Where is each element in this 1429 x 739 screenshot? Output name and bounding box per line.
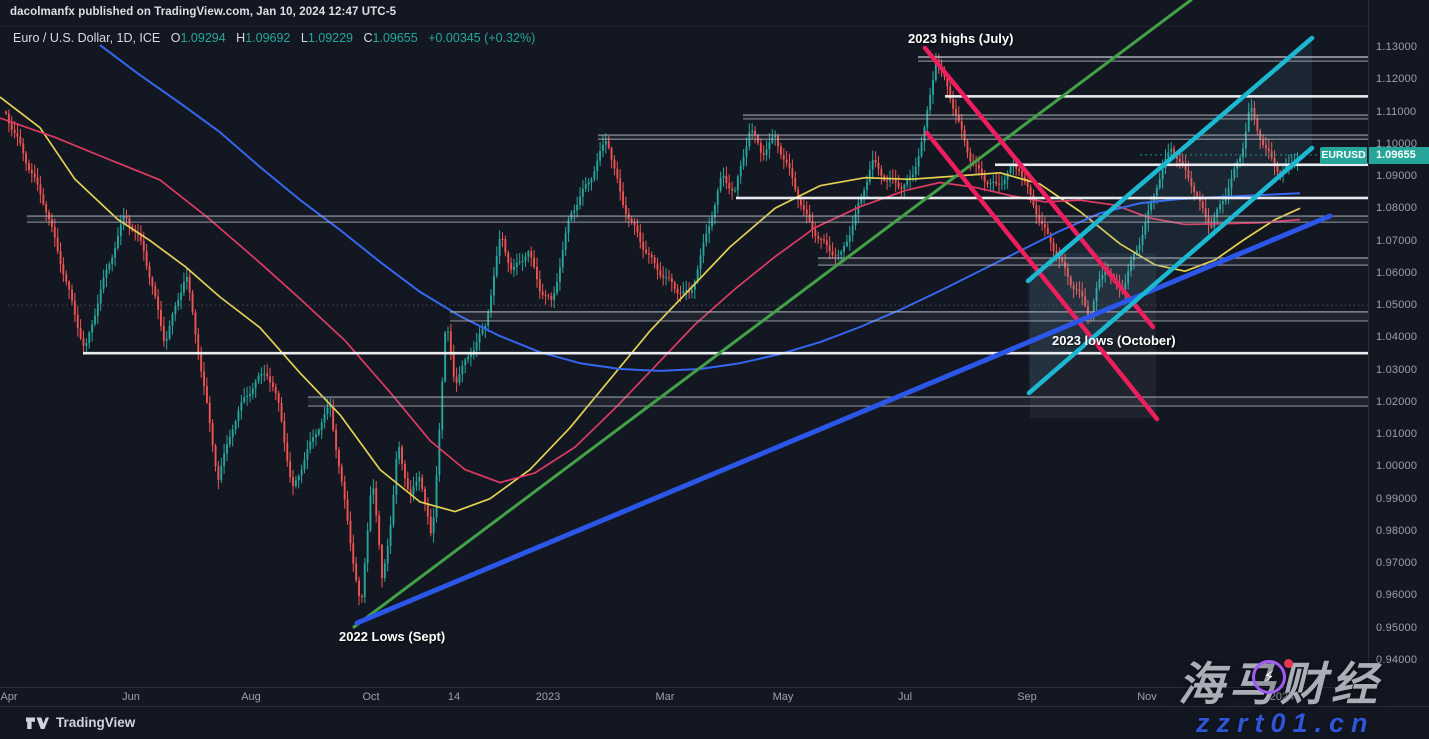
tradingview-brand-text: TradingView [56,715,136,730]
low-value: 1.09229 [307,31,354,45]
current-price-label: 1.09655 [1369,146,1429,164]
publisher-bar: dacolmanfx published on TradingView.com,… [0,0,1429,27]
price-tick: 1.07000 [1376,234,1418,247]
line-1-1145 [945,95,1368,98]
price-tick: 0.94000 [1376,653,1418,666]
time-tick-jun: Jun [122,691,140,703]
low-label: L [300,31,308,45]
high-label: H [236,31,246,45]
price-tick: 1.04000 [1376,331,1418,344]
time-axis-border-top [0,687,1429,688]
current-price-flag: EURUSD [1320,146,1367,164]
tradingview-brand-link[interactable]: TradingView [26,715,135,730]
price-axis-border [1368,0,1369,706]
line-1-0935 [995,163,1368,167]
pink-channel-upper [922,45,1156,330]
tradingview-logo-icon [26,717,49,729]
zone-1-0775 [27,216,1368,223]
pink-channel-lower [924,130,1160,422]
zone-2023-high [918,57,1368,62]
price-tick: 0.97000 [1376,557,1418,570]
price-tick: 1.06000 [1376,266,1418,279]
price-tick: 1.00000 [1376,460,1418,473]
zone-1-0635 [818,258,1368,266]
time-tick-aug: Aug [241,691,261,703]
close-value: 1.09655 [372,31,418,45]
price-tick: 1.09000 [1376,170,1418,183]
time-tick-jul: Jul [897,691,913,703]
footer-bar: TradingView [0,707,1429,739]
high-value: 1.09692 [245,31,291,45]
time-tick-may: May [772,691,794,703]
zone-1-102 [598,135,1368,140]
time-tick-mar: Mar [655,691,675,703]
price-tick: 1.13000 [1376,41,1418,53]
price-tick: 1.11000 [1376,105,1417,118]
time-tick-oct: Oct [362,691,380,703]
publisher-text: dacolmanfx published on TradingView.com,… [10,6,397,18]
price-axis[interactable]: 1.13000 1.12000 1.11000 1.10000 1.09000 1.080… [1369,0,1429,706]
change-value: +0.00345 (+0.32%) [428,31,536,45]
ma-fast-yellow [0,96,1301,513]
zone-1-0200 [308,397,1368,407]
price-tick: 0.99000 [1376,492,1418,505]
label-2022-lows: 2022 Lows (Sept) [339,629,446,644]
price-tick: 1.12000 [1376,73,1418,86]
watermark-site-text: zzrt01.cn [1196,708,1375,738]
price-tick: 0.95000 [1376,621,1418,634]
time-tick-nov: Nov [1137,691,1157,703]
price-tick: 1.02000 [1376,395,1418,408]
time-tick-sep: Sep [1017,691,1037,703]
price-tick: 1.05000 [1376,299,1418,312]
time-axis-border-bottom [0,706,1429,707]
price-tick: 1.08000 [1376,202,1418,215]
line-1-0830 [736,196,1368,200]
cyan-channel-lower [1026,145,1315,396]
symbol-title: Euro / U.S. Dollar, 1D, ICE [13,31,161,45]
close-label: C [363,31,373,45]
ma-mid-crimson [0,117,1301,484]
time-tick-2023: 2023 [535,691,561,703]
label-2023-lows: 2023 lows (October) [1052,333,1176,348]
symbol-legend: Euro / U.S. Dollar, 1D, ICE O1.09294 H1.… [13,31,535,45]
watermark-lightning-icon: ⚡ [1252,660,1286,694]
time-tick-apr: Apr [0,691,18,703]
chart-pane[interactable]: Euro / U.S. Dollar, 1D, ICE O1.09294 H1.… [0,0,1368,739]
price-tick: 1.10000 [1376,137,1418,150]
line-1-0350 [83,351,1368,355]
time-axis[interactable]: Apr Jun Aug Oct 14 2023 Mar May Jul Sep Nov 2024 [0,688,1429,706]
zone-1-0465 [450,311,1368,321]
open-value: 1.09294 [180,31,226,45]
candlestick-chart[interactable] [0,0,1368,739]
green-uptrend [352,0,1193,629]
price-tick: 1.01000 [1376,428,1418,441]
time-tick-2024: 2024 [1269,691,1295,703]
watermark-red-dot [1284,659,1293,668]
price-tick: 0.98000 [1376,524,1418,537]
cyan-channel-upper [1025,35,1315,284]
price-tick: 0.96000 [1376,589,1418,602]
label-2023-highs: 2023 highs (July) [908,31,1014,46]
price-tick: 1.03000 [1376,363,1418,376]
blue-major-uptrend [354,213,1333,626]
open-label: O [170,31,181,45]
zone-1-108 [743,115,1368,119]
time-tick-14: 14 [447,691,461,703]
